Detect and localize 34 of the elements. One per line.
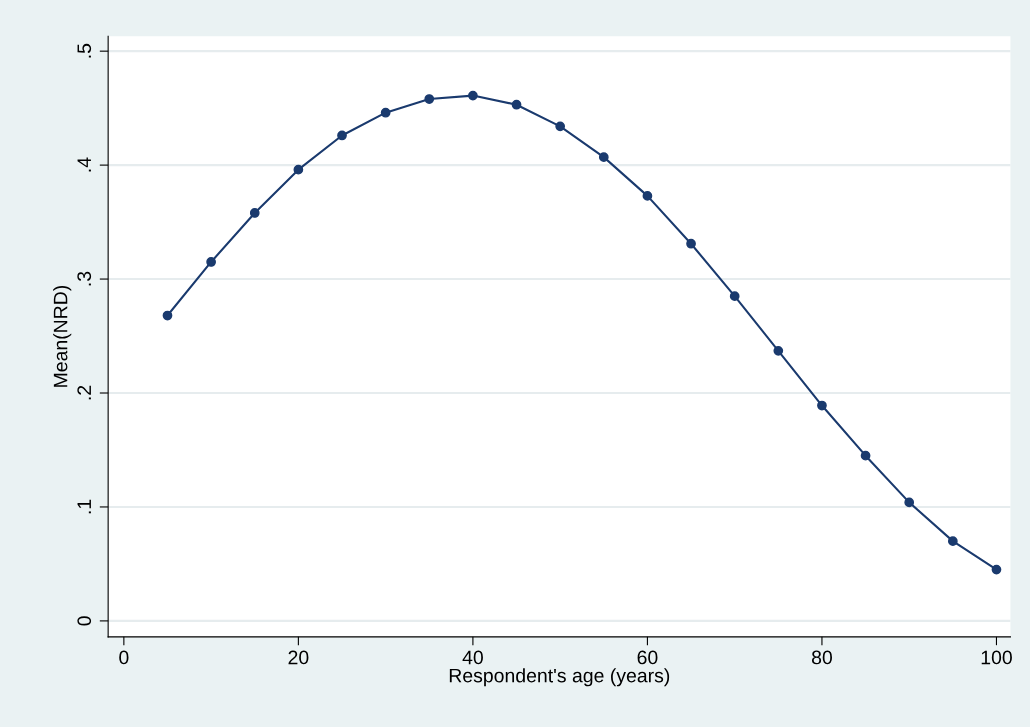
point xyxy=(817,400,827,411)
x-tick-label: 100 xyxy=(981,650,1012,665)
point xyxy=(249,208,260,218)
point xyxy=(380,107,391,118)
point xyxy=(555,121,566,132)
point xyxy=(206,257,216,267)
point xyxy=(729,291,740,302)
y-tick-label: .4 xyxy=(77,157,91,172)
point xyxy=(991,564,1002,575)
point xyxy=(424,94,435,104)
point xyxy=(598,152,609,162)
point xyxy=(686,238,696,249)
point xyxy=(337,130,347,141)
point xyxy=(860,450,871,461)
x-tick-label: 60 xyxy=(637,650,658,665)
x-tick-label: 0 xyxy=(119,650,129,665)
point xyxy=(511,99,522,110)
point xyxy=(468,90,478,101)
y-axis-title: Mean(NRD) xyxy=(53,285,72,387)
x-tick-label: 20 xyxy=(288,650,309,665)
point xyxy=(773,345,784,356)
point xyxy=(904,497,915,508)
y-tick-label: .3 xyxy=(77,271,92,286)
y-tick-label: .5 xyxy=(77,43,92,58)
x-tick-label: 80 xyxy=(811,650,832,665)
point xyxy=(293,164,304,175)
point xyxy=(162,310,173,321)
y-tick-label: 0 xyxy=(77,616,92,626)
y-tick-label: .1 xyxy=(77,499,91,514)
y-tick-label: .2 xyxy=(77,385,91,400)
x-axis-title: Respondent's age (years) xyxy=(449,668,670,687)
point xyxy=(642,191,653,201)
point xyxy=(947,536,958,546)
x-tick-label: 40 xyxy=(462,650,483,665)
